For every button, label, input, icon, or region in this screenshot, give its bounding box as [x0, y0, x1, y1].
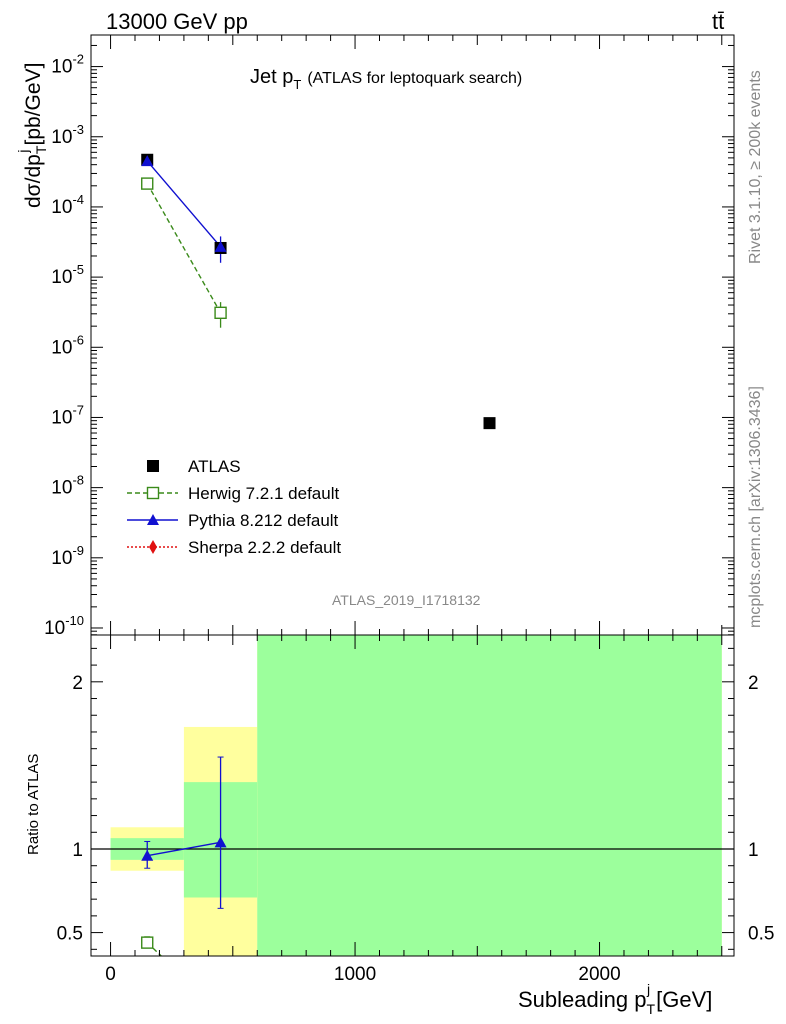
- ratio-y-tick-label: 0.5: [57, 924, 83, 945]
- title-subscript: T: [293, 77, 301, 92]
- rivet-label: Rivet 3.1.10, ≥ 200k events: [747, 70, 764, 264]
- y-tick-label: 10-5: [51, 262, 84, 288]
- legend-label: Herwig 7.2.1 default: [188, 484, 339, 503]
- y-tick-label: 10-7: [51, 402, 84, 428]
- y-tick-base: 10: [51, 548, 72, 569]
- ratio-bands: [110, 635, 722, 956]
- x-label-unit: [GeV]: [656, 987, 712, 1012]
- ratio-y-tick-label-right: 0.5: [748, 924, 774, 945]
- y-tick-base: 10: [51, 407, 72, 428]
- title-rest: (ATLAS for leptoquark search): [307, 70, 522, 87]
- y-tick-exponent: -4: [72, 192, 84, 207]
- process-label: tt̄: [712, 9, 724, 34]
- y-tick-exponent: -10: [65, 613, 84, 628]
- legend: ATLAS Herwig 7.2.1 default Pythia 8.212 de…: [127, 457, 341, 557]
- ratio-series-line: [147, 841, 221, 857]
- x-label-main: Subleading p: [518, 987, 646, 1012]
- y-tick-exponent: -3: [72, 122, 84, 137]
- y-tick-exponent: -5: [72, 262, 84, 277]
- y-tick-exponent: -8: [72, 473, 84, 488]
- energy-label: 13000 GeV pp: [106, 9, 248, 34]
- ratio-stat-band: [257, 635, 722, 956]
- series-point: [214, 306, 227, 319]
- mcplots-label: mcplots.cern.ch [arXiv:1306.3436]: [747, 386, 764, 628]
- y-label-unit: [pb/GeV]: [22, 63, 45, 146]
- y-tick-base: 10: [51, 197, 72, 218]
- y-tick-label: 10-8: [51, 473, 84, 499]
- legend-marker: [146, 486, 160, 500]
- ratio-point: [141, 936, 154, 949]
- data-point: [483, 417, 496, 430]
- y-tick-exponent: -6: [72, 332, 84, 347]
- ratio-y-tick-label: 2: [72, 673, 83, 694]
- ratio-y-label: Ratio to ATLAS: [25, 754, 42, 855]
- legend-label-data: ATLAS: [188, 457, 241, 476]
- ratio-point: [141, 849, 154, 861]
- y-tick-base: 10: [51, 57, 72, 78]
- y-tick-label: 10-9: [51, 543, 84, 569]
- y-tick-base: 10: [44, 618, 65, 639]
- main-x-axis-ticks: [110, 35, 723, 635]
- title-main: Jet p: [250, 66, 293, 88]
- x-tick-label: 2000: [578, 964, 620, 985]
- ratio-y-tick-label: 1: [72, 840, 83, 861]
- analysis-id: ATLAS_2019_I1718132: [332, 592, 481, 608]
- y-tick-label: 10-10: [44, 613, 84, 639]
- series-line: [146, 160, 222, 248]
- y-label-pre: dσ/dp: [22, 154, 45, 208]
- y-tick-label: 10-3: [51, 122, 84, 148]
- y-tick-label: 10-2: [51, 52, 84, 78]
- chart-title: Jet pT (ATLAS for leptoquark search): [250, 66, 522, 92]
- y-tick-label: 10-4: [51, 192, 84, 218]
- y-tick-exponent: -9: [72, 543, 84, 558]
- x-label-sup: j: [646, 981, 650, 997]
- x-axis-label: Subleading pTj [GeV]: [518, 981, 712, 1017]
- y-tick-base: 10: [51, 478, 72, 499]
- y-label-sup: j: [15, 149, 31, 153]
- series-point: [141, 177, 154, 190]
- x-axis: 0 1000 2000: [105, 635, 723, 985]
- legend-marker: [147, 514, 159, 525]
- ratio-point: [214, 836, 227, 848]
- series-point: [214, 240, 227, 252]
- x-tick-label: 0: [105, 964, 116, 985]
- y-tick-exponent: -7: [72, 402, 84, 417]
- ratio-y-axis: 0.5 0.5 1 1 2 2: [57, 647, 774, 950]
- x-tick-label: 1000: [334, 964, 376, 985]
- series-point: [141, 155, 154, 167]
- y-tick-base: 10: [51, 127, 72, 148]
- series-line: [146, 183, 222, 314]
- ratio-panel: 0.5 0.5 1 1 2 2 0 1000 2000 Ratio to ATLAS Subl…: [25, 634, 774, 1017]
- x-label-sub: T: [646, 1001, 655, 1017]
- y-tick-base: 10: [51, 267, 72, 288]
- y-axis-label: dσ/dpTj [pb/GeV]: [15, 63, 49, 208]
- legend-label: Pythia 8.212 default: [188, 511, 339, 530]
- y-label-sub: T: [33, 145, 49, 154]
- main-series: [141, 153, 496, 430]
- ratio-y-tick-label-right: 2: [748, 673, 759, 694]
- ratio-y-tick-label-right: 1: [748, 840, 759, 861]
- legend-label: Sherpa 2.2.2 default: [188, 538, 341, 557]
- y-tick-label: 10-6: [51, 332, 84, 358]
- ratio-plot-frame: [90, 634, 735, 957]
- y-tick-exponent: -2: [72, 52, 84, 67]
- legend-marker: [149, 540, 157, 554]
- legend-marker-data: [147, 460, 159, 472]
- ratio-series: [141, 756, 227, 957]
- y-tick-base: 10: [51, 337, 72, 358]
